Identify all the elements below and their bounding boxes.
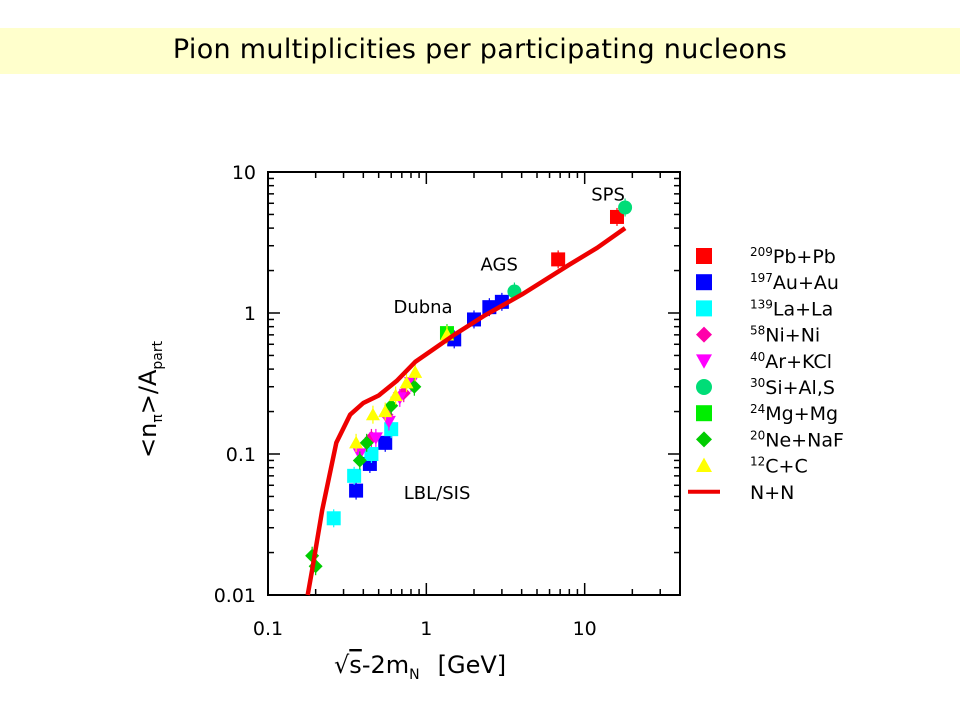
- data-point: [378, 435, 393, 450]
- legend-swatch: [696, 379, 712, 395]
- x-tick-labels: 0.1 1 10: [253, 618, 597, 640]
- legend-label: 197Au+Au: [750, 271, 839, 294]
- legend-swatch: [696, 326, 712, 343]
- y-axis-label: <nπ>/Apart: [134, 340, 166, 458]
- legend-label: 12C+C: [750, 455, 808, 478]
- data-point: [365, 407, 380, 421]
- legend-swatch: [696, 300, 712, 317]
- region-label: LBL/SIS: [404, 483, 471, 504]
- region-label: SPS: [591, 184, 625, 205]
- legend-swatch: [696, 274, 712, 291]
- legend-label: 209Pb+Pb: [750, 245, 836, 268]
- region-label: Dubna: [393, 297, 452, 318]
- data-point: [388, 388, 403, 402]
- data-point: [408, 365, 423, 378]
- legend-label: 40Ar+KCl: [750, 350, 832, 373]
- y-tick-label: 1: [244, 303, 256, 325]
- y-tick-label: 0.1: [226, 444, 256, 466]
- region-labels: SPS AGS Dubna LBL/SIS: [393, 184, 624, 504]
- legend-label: 24Mg+Mg: [750, 402, 838, 425]
- nn-curve: [305, 226, 627, 596]
- data-point: [407, 379, 422, 394]
- data-point: [352, 453, 367, 468]
- data-point: [609, 209, 624, 224]
- legend-label: N+N: [750, 482, 794, 504]
- legend-swatch: [696, 405, 712, 422]
- data-point: [368, 432, 383, 445]
- data-point: [399, 375, 414, 389]
- legend-label: 20Ne+NaF: [750, 428, 844, 451]
- legend: 209Pb+Pb 197Au+Au 139La+La 58Ni+Ni 40Ar+KCl 3…: [688, 245, 844, 504]
- data-point: [349, 435, 364, 449]
- data-point: [551, 252, 566, 267]
- data-point: [364, 447, 379, 461]
- x-tick-label: 0.1: [253, 618, 283, 640]
- data-point: [349, 483, 364, 498]
- x-tick-label: 1: [420, 618, 432, 640]
- x-tick-label: 10: [573, 618, 597, 640]
- x-axis-label: √s-2mN [GeV]: [334, 651, 506, 683]
- legend-label: 58Ni+Ni: [750, 324, 820, 347]
- plot-content: [305, 198, 633, 596]
- y-tick-label: 0.01: [214, 585, 256, 607]
- y-tick-label: 10: [232, 162, 256, 184]
- legend-label: 139La+La: [750, 297, 833, 320]
- title-bar: [0, 28, 960, 74]
- data-point: [347, 468, 362, 483]
- data-point: [326, 511, 341, 526]
- y-tick-labels: 0.01 0.1 1 10: [214, 162, 256, 607]
- legend-label: 30Si+Al,S: [750, 376, 835, 399]
- legend-swatch: [696, 354, 712, 369]
- legend-swatch: [696, 457, 712, 472]
- legend-swatch: [696, 431, 712, 448]
- legend-swatch: [696, 248, 712, 264]
- data-point: [378, 404, 393, 418]
- data-point: [618, 200, 633, 215]
- page-title: Pion multiplicities per participating nu…: [172, 34, 788, 65]
- region-label: AGS: [481, 255, 518, 276]
- data-point: [359, 435, 374, 450]
- tick-marks: [267, 172, 681, 596]
